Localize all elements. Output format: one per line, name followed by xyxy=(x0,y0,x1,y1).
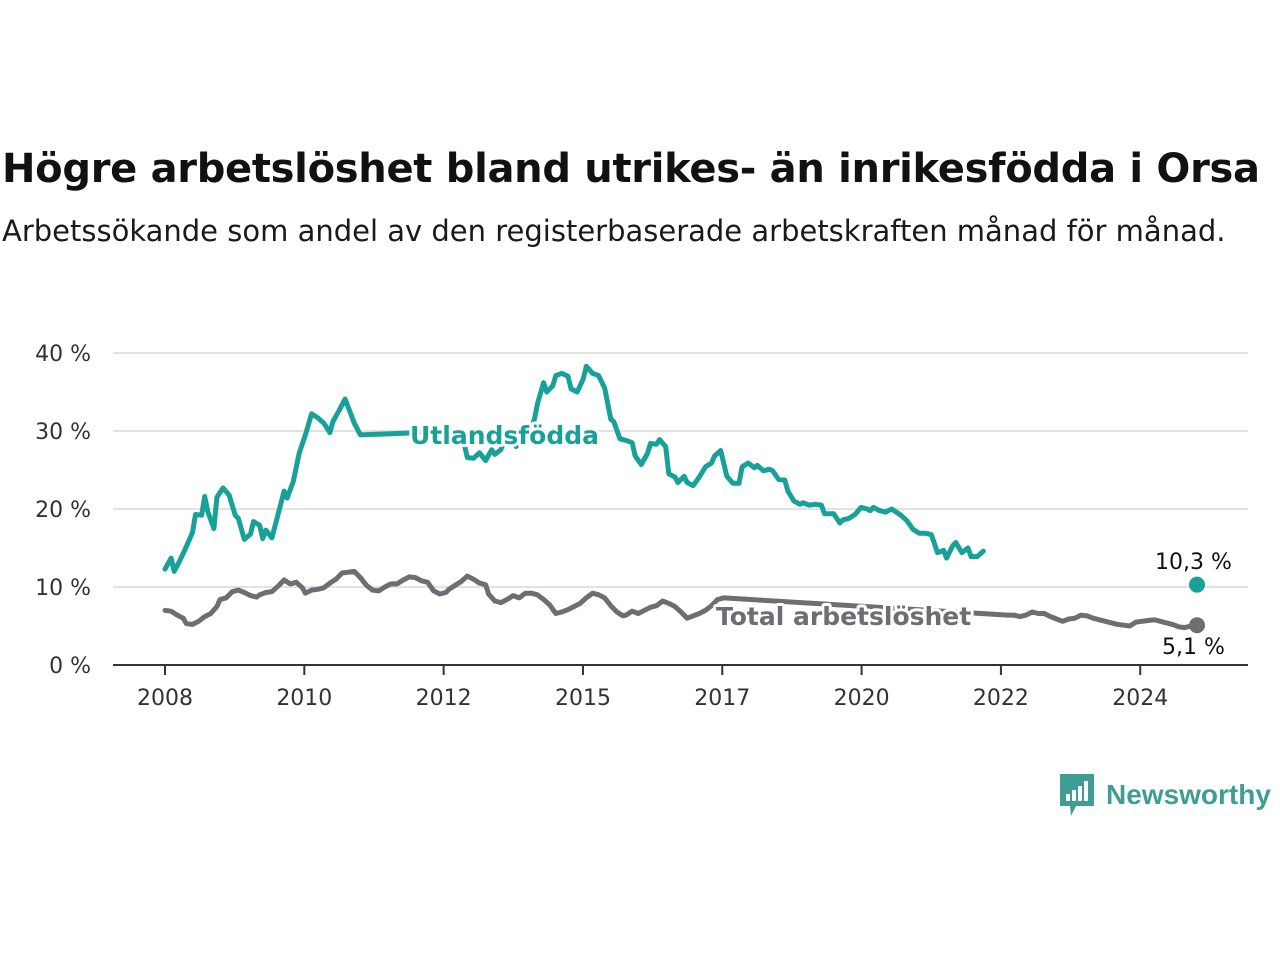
line-chart: 0 % 10 % 20 % 30 % 40 % 2008 2010 2012 2015 2017… xyxy=(35,342,1248,711)
newsworthy-logo-icon xyxy=(1060,774,1094,816)
series-line-utlandsfodda xyxy=(162,363,986,574)
y-axis-ticks: 0 % 10 % 20 % 30 % 40 % xyxy=(35,342,91,679)
series-label-utlandsfodda-halo: Utlandsfödda xyxy=(410,421,599,450)
grid-lines xyxy=(113,352,1248,666)
y-tick-label: 0 % xyxy=(49,654,91,679)
y-tick-label: 40 % xyxy=(35,342,91,367)
series-lines xyxy=(162,363,1205,634)
y-tick-label: 20 % xyxy=(35,498,91,523)
x-tick-label: 2020 xyxy=(834,686,890,711)
chart-title: Högre arbetslöshet bland utrikes- än inr… xyxy=(2,146,1260,192)
series-label-total: Total arbetslöshet xyxy=(716,602,971,631)
x-tick-label: 2015 xyxy=(555,686,611,711)
y-tick-label: 10 % xyxy=(35,576,91,601)
newsworthy-brand: Newsworthy xyxy=(1058,772,1271,818)
series-label-total-halo: Total arbetslöshet xyxy=(716,602,971,631)
x-tick-label: 2017 xyxy=(694,686,750,711)
end-label-total: 5,1 % xyxy=(1162,635,1225,660)
x-tick-label: 2012 xyxy=(416,686,472,711)
x-tick-label: 2024 xyxy=(1112,686,1168,711)
end-label-total-halo: 5,1 % xyxy=(1162,635,1225,660)
x-axis-ticks: 2008 2010 2012 2015 2017 2020 2022 2024 xyxy=(137,665,1168,711)
series-line-total xyxy=(162,568,1200,631)
end-label-utlandsfodda: 10,3 % xyxy=(1155,550,1232,575)
end-label-utlandsfodda-halo: 10,3 % xyxy=(1155,550,1232,575)
y-tick-label: 30 % xyxy=(35,420,91,445)
end-point-utlandsfodda xyxy=(1189,576,1205,593)
brand-name: Newsworthy xyxy=(1106,779,1271,810)
x-tick-label: 2008 xyxy=(137,686,193,711)
x-tick-label: 2010 xyxy=(276,686,332,711)
series-label-utlandsfodda: Utlandsfödda xyxy=(410,421,599,450)
x-tick-label: 2022 xyxy=(973,686,1029,711)
chart-subtitle: Arbetssökande som andel av den registerb… xyxy=(2,214,1226,248)
end-point-total xyxy=(1189,617,1205,634)
